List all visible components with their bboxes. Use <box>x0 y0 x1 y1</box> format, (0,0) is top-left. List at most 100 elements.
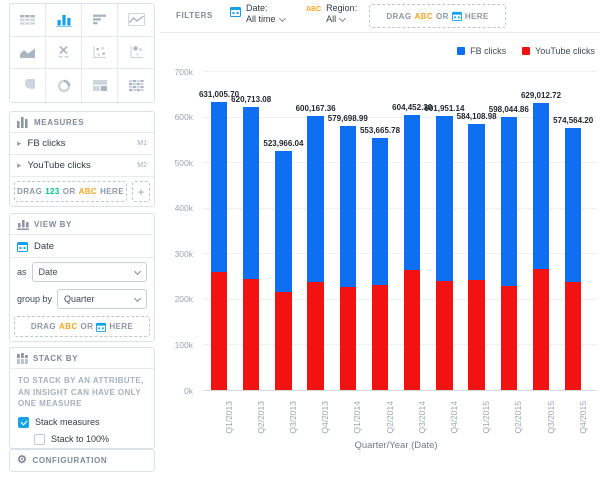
stack-to-100-checkbox[interactable] <box>34 433 45 445</box>
add-measure-button[interactable]: + <box>132 181 150 202</box>
bar-segment-fb-clicks[interactable] <box>339 125 357 287</box>
drop-word: DRAG <box>30 322 56 331</box>
vis-type-table[interactable] <box>10 4 46 37</box>
expand-chevron-icon[interactable]: ▸ <box>17 138 22 148</box>
bar-segment-fb-clicks[interactable] <box>307 116 324 283</box>
vis-type-treemap[interactable] <box>82 69 118 102</box>
measure-item-youtube-clicks[interactable]: ▸ YouTube clicks M2 <box>10 155 154 177</box>
view-by-attribute-date[interactable]: Date <box>10 235 154 258</box>
vis-type-column-chart-selected[interactable] <box>46 4 82 37</box>
x-axis-tick: Q3/2013 <box>287 401 298 434</box>
x-axis-title: Quarter/Year (Date) <box>354 440 438 451</box>
measures-icon <box>17 116 28 128</box>
expand-chevron-icon[interactable]: ▸ <box>17 160 22 170</box>
y-gridline <box>203 116 597 118</box>
bar-total-label: 584,108.98 <box>456 111 497 121</box>
bar-segment-youtube-clicks[interactable] <box>564 282 582 390</box>
bar-Q1/2015 <box>468 123 485 390</box>
drop-word: OR <box>80 322 94 331</box>
as-value: Date <box>38 267 58 277</box>
x-axis-tick: Q2/2014 <box>384 401 395 434</box>
y-gridline <box>203 253 597 255</box>
date-filter[interactable]: Date: All time <box>230 3 286 24</box>
bar-Q3/2015 <box>532 103 550 390</box>
bar-segment-youtube-clicks[interactable] <box>468 280 485 390</box>
stack-by-icon <box>17 352 28 364</box>
bar-segment-youtube-clicks[interactable] <box>210 271 228 390</box>
measure-badge: M2 <box>137 162 147 169</box>
bar-total-label: 629,012.72 <box>520 91 562 101</box>
vis-type-line-chart[interactable] <box>118 4 154 37</box>
bar-segment-fb-clicks[interactable] <box>371 137 389 286</box>
attribute-token: ABC <box>306 6 322 13</box>
y-gridline <box>203 71 597 72</box>
view-by-drop-zone[interactable]: DRAG ABC OR HERE <box>14 316 150 337</box>
bar-Q1/2014 <box>339 125 357 390</box>
vis-type-bubble-chart[interactable] <box>118 37 154 70</box>
attribute-token: ABC <box>58 322 78 331</box>
bar-segment-fb-clicks[interactable] <box>403 114 421 270</box>
drop-word: HERE <box>100 187 124 196</box>
bar-segment-fb-clicks[interactable] <box>532 103 550 270</box>
chart-legend: FB clicks YouTube clicks <box>457 46 595 56</box>
bar-segment-fb-clicks[interactable] <box>275 151 292 292</box>
vis-type-area-chart[interactable] <box>10 36 46 70</box>
bar-total-label: 600,167.36 <box>295 104 336 114</box>
as-label: as <box>17 267 27 277</box>
bar-segment-fb-clicks[interactable] <box>210 102 228 272</box>
vis-type-heatmap[interactable] <box>118 69 154 102</box>
bar-segment-youtube-clicks[interactable] <box>371 285 389 390</box>
bar-segment-youtube-clicks[interactable] <box>339 286 357 390</box>
y-axis-tick: 0k <box>184 385 193 396</box>
measure-item-fb-clicks[interactable]: ▸ FB clicks M1 <box>10 133 154 155</box>
vis-type-pie-chart[interactable] <box>10 69 46 102</box>
as-select[interactable]: Date <box>31 262 147 282</box>
bar-segment-youtube-clicks[interactable] <box>307 282 324 390</box>
bar-segment-fb-clicks[interactable] <box>564 128 582 283</box>
legend-item-fb-clicks[interactable]: FB clicks <box>457 46 506 56</box>
drop-word: OR <box>62 187 76 196</box>
numeric-token: 123 <box>45 187 60 196</box>
vis-type-scatter-plot[interactable] <box>82 36 118 70</box>
bar-segment-youtube-clicks[interactable] <box>275 291 292 390</box>
bar-total-label: 574,564.20 <box>553 116 594 126</box>
y-axis-tick: 200k <box>174 294 193 305</box>
measures-title: MEASURES <box>34 117 85 127</box>
y-axis-tick: 400k <box>174 203 193 214</box>
vis-type-headline[interactable] <box>46 36 82 70</box>
legend-item-youtube-clicks[interactable]: YouTube clicks <box>522 46 595 56</box>
group-by-value: Quarter <box>64 294 95 304</box>
configuration-section[interactable]: ⚙ CONFIGURATION <box>9 449 155 472</box>
bar-segment-fb-clicks[interactable] <box>242 107 260 280</box>
bar-Q1/2013 <box>210 102 228 390</box>
group-by-label: group by <box>17 294 53 304</box>
stack-to-100-option[interactable]: Stack to 100% <box>10 431 154 448</box>
bar-segment-fb-clicks[interactable] <box>436 115 453 281</box>
view-by-section: VIEW BY Date as Date group by Quarter DR… <box>9 213 155 342</box>
filters-drop-zone[interactable]: DRAG ABC OR HERE <box>369 4 506 28</box>
stack-measures-option[interactable]: Stack measures <box>10 414 154 431</box>
bar-Q2/2014 <box>371 137 389 390</box>
y-axis-tick: 700k <box>174 66 193 77</box>
vis-type-bar-chart[interactable] <box>82 4 118 37</box>
stack-by-header: STACK BY <box>10 348 154 369</box>
bar-segment-fb-clicks[interactable] <box>468 123 485 281</box>
group-by-select[interactable]: Quarter <box>57 289 147 309</box>
bar-segment-youtube-clicks[interactable] <box>242 279 260 390</box>
attribute-label: Date <box>34 240 55 252</box>
bar-segment-youtube-clicks[interactable] <box>436 280 453 390</box>
stack-measures-checkbox[interactable] <box>18 416 29 428</box>
region-filter[interactable]: ABC Region: All <box>306 3 357 24</box>
measure-label: FB clicks <box>27 138 66 149</box>
bar-segment-youtube-clicks[interactable] <box>532 269 550 390</box>
legend-swatch <box>457 47 466 55</box>
drop-word: HERE <box>109 322 134 331</box>
x-axis-tick: Q1/2014 <box>352 401 363 434</box>
bar-segment-youtube-clicks[interactable] <box>500 286 518 390</box>
bar-segment-fb-clicks[interactable] <box>500 117 518 287</box>
measures-drop-zone[interactable]: DRAG 123 OR ABC HERE <box>14 181 127 202</box>
vis-type-donut-chart[interactable] <box>46 69 82 102</box>
legend-label: YouTube clicks <box>535 46 595 56</box>
bar-segment-youtube-clicks[interactable] <box>403 269 421 390</box>
